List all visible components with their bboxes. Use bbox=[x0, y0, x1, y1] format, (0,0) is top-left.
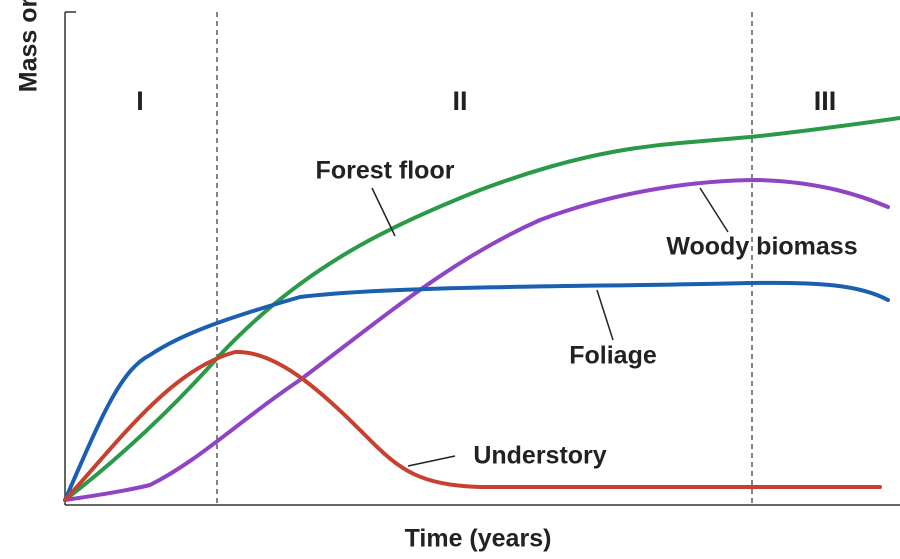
curve-label: Understory bbox=[473, 442, 606, 470]
curve-label: Woody biomass bbox=[666, 233, 857, 261]
leader-line bbox=[407, 455, 456, 467]
curve-label: Foliage bbox=[569, 342, 657, 370]
phase-label: III bbox=[814, 86, 837, 116]
curve-label: Forest floor bbox=[316, 157, 455, 185]
forest-floor-curve bbox=[63, 116, 900, 502]
y-axis-label: Mass or bbox=[15, 0, 43, 92]
phase-label: I bbox=[136, 86, 144, 116]
x-axis-label: Time (years) bbox=[405, 525, 552, 553]
woody-biomass-curve bbox=[63, 177, 890, 502]
foliage-curve bbox=[63, 280, 890, 502]
phase-label: II bbox=[452, 86, 467, 116]
leader-line bbox=[371, 187, 396, 237]
understory-curve bbox=[63, 349, 882, 502]
leader-line bbox=[699, 187, 729, 233]
leader-line bbox=[596, 289, 614, 341]
